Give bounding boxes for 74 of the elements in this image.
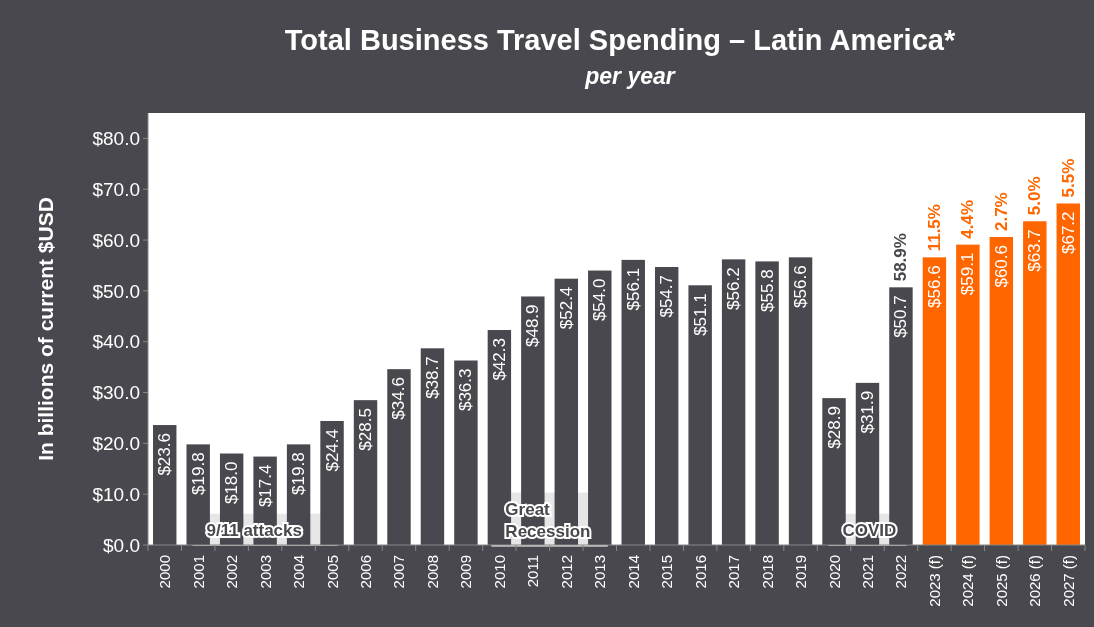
y-tick-label: $60.0 [92, 229, 140, 251]
y-tick-label: $80.0 [92, 128, 140, 150]
data-label: $34.6 [389, 377, 409, 420]
x-tick-label: 2008 [423, 555, 441, 589]
x-tick-label: 2020 [825, 555, 843, 589]
y-tick-label: $10.0 [92, 483, 140, 505]
x-tick-label: 2007 [390, 555, 408, 589]
data-label: $31.9 [857, 390, 877, 434]
data-label: $59.1 [958, 252, 978, 296]
data-label: $42.3 [489, 338, 509, 381]
data-label: $50.7 [891, 295, 911, 338]
x-tick-label: 2023 (f) [925, 555, 943, 607]
y-tick-label: $30.0 [92, 382, 140, 404]
x-tick-label: 2006 [357, 555, 375, 589]
data-label: $24.4 [322, 428, 342, 472]
x-tick-label: 2011 [524, 555, 542, 588]
x-tick-label: 2014 [624, 555, 642, 589]
annotation: 5.5% [1058, 158, 1078, 198]
annotation: 2.7% [991, 192, 1011, 232]
x-tick-label: 2018 [758, 555, 776, 589]
x-tick-label: 2019 [792, 555, 810, 589]
x-tick-label: 2026 (f) [1026, 555, 1044, 607]
x-tick-label: 2000 [156, 555, 174, 589]
y-axis-title: In billions of current $USD [34, 197, 57, 461]
data-label: $51.1 [690, 293, 710, 336]
x-tick-label: 2016 [691, 555, 709, 589]
data-label: $55.8 [757, 269, 777, 312]
data-label: $54.0 [590, 278, 610, 322]
data-label: $56.6 [924, 265, 944, 308]
y-tick-label: $0.0 [103, 534, 140, 556]
data-label: $48.9 [523, 304, 543, 348]
y-tick-label: $70.0 [92, 178, 140, 200]
x-tick-label: 2022 [892, 555, 910, 589]
y-tick-label: $20.0 [92, 433, 140, 454]
data-label: $17.4 [255, 464, 275, 508]
data-label: $56.2 [724, 267, 744, 310]
data-label: $23.6 [155, 433, 175, 476]
data-label: $54.7 [657, 275, 677, 318]
x-tick-label: 2012 [557, 555, 575, 589]
y-tick-label: $40.0 [92, 331, 140, 353]
x-tick-label: 2015 [658, 555, 676, 589]
data-label: $36.3 [456, 368, 476, 412]
data-label: $28.9 [824, 406, 844, 449]
x-tick-label: 2021 [858, 555, 876, 589]
data-label: $19.8 [188, 452, 208, 495]
x-tick-label: 2005 [323, 555, 341, 589]
annotation: 11.5% [924, 204, 944, 252]
data-label: $60.6 [991, 245, 1011, 288]
x-tick-label: 2003 [256, 555, 274, 589]
x-tick-label: 2002 [223, 555, 241, 589]
data-label: $19.8 [289, 452, 309, 495]
data-label: $56.1 [623, 267, 643, 311]
data-label: $56.6 [791, 265, 811, 308]
x-tick-label: 2024 (f) [959, 555, 977, 607]
x-tick-label: 2010 [490, 555, 508, 589]
y-tick-label: $50.0 [92, 280, 140, 302]
data-label: $52.4 [556, 286, 576, 330]
x-tick-label: 2009 [457, 555, 475, 589]
data-label: $67.2 [1058, 211, 1078, 255]
x-tick-label: 2017 [725, 555, 743, 589]
data-label: $38.7 [422, 356, 442, 399]
x-tick-label: 2025 (f) [992, 555, 1010, 607]
chart-title: Total Business Travel Spending – Latin America* [284, 24, 956, 56]
x-tick-label: 2027 (f) [1059, 555, 1077, 607]
data-label: $63.7 [1025, 229, 1045, 272]
annotation: 5.0% [1025, 176, 1045, 216]
data-label: $18.0 [222, 461, 242, 505]
annotation: 4.4% [958, 199, 978, 239]
data-label: $28.5 [356, 408, 376, 451]
chart-subtitle: per year [584, 63, 676, 89]
x-tick-label: 2001 [189, 555, 207, 589]
annotation: 58.9% [891, 233, 911, 282]
x-tick-label: 2013 [591, 555, 609, 589]
x-tick-label: 2004 [290, 555, 308, 589]
